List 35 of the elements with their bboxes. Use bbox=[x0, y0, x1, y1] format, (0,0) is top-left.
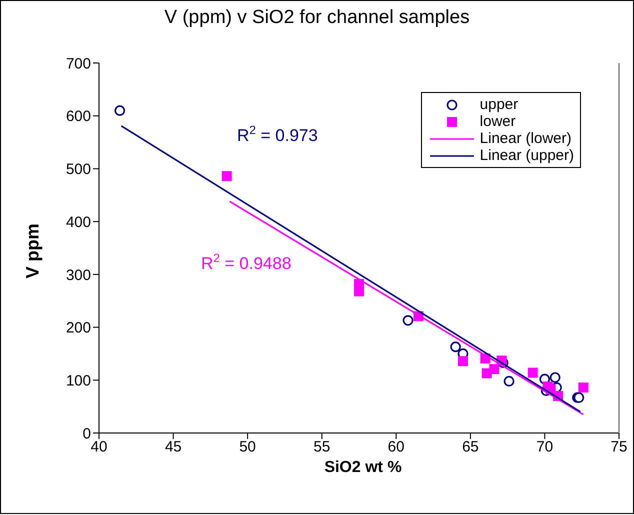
legend-label: Linear (lower) bbox=[480, 130, 572, 147]
x-tick-label: 55 bbox=[314, 438, 330, 456]
point bbox=[222, 171, 232, 182]
y-tick-label: 100 bbox=[66, 372, 91, 390]
point bbox=[550, 372, 560, 383]
chart-title: V (ppm) v SiO2 for channel samples bbox=[163, 7, 471, 29]
x-axis-title: SiO2 wt % bbox=[323, 459, 403, 477]
y-tick-label: 700 bbox=[66, 55, 91, 72]
y-axis-title: V ppm bbox=[22, 223, 44, 279]
legend-label: upper bbox=[480, 96, 518, 113]
point bbox=[489, 364, 500, 374]
y-tick-label: 500 bbox=[66, 161, 91, 178]
point bbox=[450, 342, 461, 352]
point bbox=[114, 105, 126, 116]
y-tick-label: 300 bbox=[66, 266, 91, 284]
point bbox=[578, 382, 588, 393]
y-tick-label: 200 bbox=[66, 320, 91, 337]
x-tick-label: 60 bbox=[388, 438, 404, 456]
point bbox=[504, 376, 514, 386]
y-tick-label: 400 bbox=[66, 214, 91, 231]
legend-label: lower bbox=[480, 113, 516, 130]
annotation: R$^{2}$ = 0.9488 bbox=[201, 251, 292, 273]
annotation: R$^{2}$ = 0.973 bbox=[237, 123, 318, 145]
y-tick-label: 600 bbox=[66, 108, 91, 126]
x-tick-label: 45 bbox=[164, 438, 182, 456]
point bbox=[528, 368, 538, 378]
point bbox=[458, 356, 468, 366]
x-tick-label: 50 bbox=[239, 438, 256, 456]
y-tick-label: 0 bbox=[82, 425, 91, 442]
legend-label: Linear (upper) bbox=[480, 147, 574, 164]
x-tick-label: 65 bbox=[462, 438, 479, 456]
x-tick-label: 40 bbox=[90, 438, 108, 456]
x-tick-label: 75 bbox=[610, 438, 628, 456]
x-tick-label: 70 bbox=[536, 438, 554, 456]
point bbox=[402, 315, 414, 326]
